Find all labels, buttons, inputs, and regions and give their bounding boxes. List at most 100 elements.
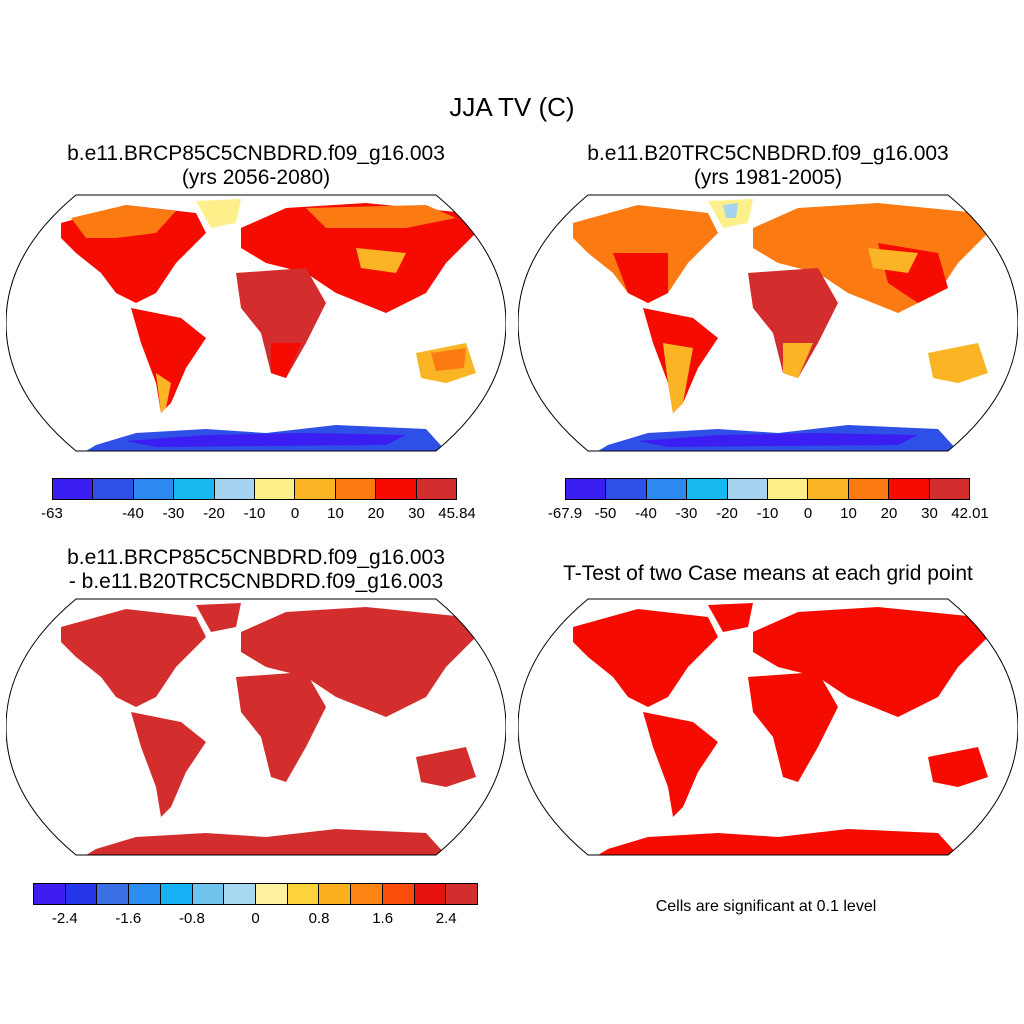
colorbar-swatch bbox=[727, 479, 769, 499]
colorbar-swatch bbox=[416, 479, 457, 499]
colorbar-swatch bbox=[295, 479, 336, 499]
map-border bbox=[6, 194, 506, 452]
colorbar-swatch bbox=[376, 479, 417, 499]
colorbar-tick-label: -10 bbox=[756, 505, 779, 522]
greenland bbox=[708, 603, 753, 632]
colorbar-swatch bbox=[160, 884, 193, 904]
panel4-title: T-Test of two Case means at each grid po… bbox=[518, 562, 1018, 586]
colorbar-swatch bbox=[192, 884, 225, 904]
colorbar-tick-label: -10 bbox=[243, 505, 266, 522]
north-america bbox=[61, 609, 206, 707]
colorbar-swatch bbox=[446, 884, 478, 904]
colorbar-swatch bbox=[255, 479, 296, 499]
map-historical bbox=[518, 194, 1018, 452]
australia bbox=[416, 747, 476, 787]
panel4-title-line1: T-Test of two Case means at each grid po… bbox=[563, 562, 973, 585]
map-ttest bbox=[518, 598, 1018, 856]
colorbar-swatch bbox=[848, 479, 890, 499]
map-rcp85 bbox=[6, 194, 506, 452]
colorbar-difference-labels: -2.4 -1.6 -0.8 0 0.8 1.6 2.4 bbox=[33, 910, 478, 930]
colorbar-swatch bbox=[606, 479, 647, 499]
colorbar-tick-label: 30 bbox=[408, 505, 425, 522]
colorbar-tick-label: -30 bbox=[675, 505, 698, 522]
colorbar-rcp85 bbox=[52, 478, 457, 500]
colorbar-tick-label: 42.01 bbox=[951, 505, 989, 522]
colorbar-tick-label: 1.6 bbox=[372, 910, 394, 927]
colorbar-swatch bbox=[256, 884, 288, 904]
colorbar-swatch bbox=[224, 884, 257, 904]
colorbar-rcp85-labels: -63 -40 -30 -20 -10 0 10 20 30 45.84 bbox=[41, 505, 476, 525]
colorbar-tick-label: -63 bbox=[41, 505, 63, 522]
colorbar-swatch bbox=[414, 884, 447, 904]
colorbar-swatch bbox=[133, 479, 175, 499]
colorbar-swatch bbox=[319, 884, 352, 904]
colorbar-tick-label: -40 bbox=[635, 505, 657, 522]
africa bbox=[236, 672, 326, 782]
colorbar-tick-label: 20 bbox=[367, 505, 385, 522]
panel3-title: b.e11.BRCP85C5CNBDRD.f09_g16.003 - b.e11… bbox=[6, 546, 506, 594]
colorbar-tick-label: 20 bbox=[880, 505, 898, 522]
panel1-title: b.e11.BRCP85C5CNBDRD.f09_g16.003 (yrs 20… bbox=[6, 142, 506, 190]
panel2-title-line2: (yrs 1981-2005) bbox=[693, 166, 843, 189]
colorbar-tick-label: 2.4 bbox=[435, 910, 457, 927]
tibet-region bbox=[356, 248, 406, 273]
panel2-title: b.e11.B20TRC5CNBDRD.f09_g16.003 (yrs 198… bbox=[518, 142, 1018, 190]
figure-title: JJA TV (C) bbox=[449, 92, 575, 122]
colorbar-swatch bbox=[351, 884, 383, 904]
tibet-region bbox=[868, 248, 918, 273]
colorbar-tick-label: -20 bbox=[716, 505, 738, 522]
colorbar-tick-label: -1.6 bbox=[115, 910, 142, 927]
colorbar-tick-label: 0.8 bbox=[308, 910, 330, 927]
colorbar-swatch bbox=[687, 479, 728, 499]
colorbar-swatch bbox=[646, 479, 688, 499]
colorbar-swatch bbox=[97, 884, 130, 904]
panel3-title-line1: b.e11.BRCP85C5CNBDRD.f09_g16.003 bbox=[67, 546, 445, 569]
africa bbox=[748, 268, 838, 378]
map-border bbox=[6, 598, 506, 856]
colorbar-tick-label: -0.8 bbox=[178, 910, 205, 927]
canada-region bbox=[71, 205, 176, 238]
australia-interior bbox=[431, 348, 466, 371]
colorbar-swatch bbox=[65, 884, 98, 904]
colorbar-historical bbox=[565, 478, 970, 500]
southern-africa bbox=[783, 343, 813, 378]
us-region bbox=[613, 253, 668, 303]
north-america bbox=[573, 609, 718, 707]
south-america bbox=[643, 712, 718, 817]
colorbar-difference bbox=[33, 883, 478, 905]
colorbar-swatch bbox=[566, 479, 607, 499]
colorbar-tick-label: 0 bbox=[803, 505, 813, 522]
greenland-interior bbox=[723, 203, 738, 218]
siberia bbox=[306, 205, 456, 228]
colorbar-swatch bbox=[93, 479, 134, 499]
colorbar-swatch bbox=[929, 479, 970, 499]
colorbar-tick-label: -30 bbox=[162, 505, 185, 522]
colorbar-tick-label: -20 bbox=[203, 505, 225, 522]
africa bbox=[748, 672, 838, 782]
antarctica-interior bbox=[638, 433, 918, 447]
colorbar-tick-label: 0 bbox=[251, 910, 260, 927]
colorbar-swatch bbox=[808, 479, 849, 499]
antarctica-region bbox=[598, 829, 958, 855]
patagonia bbox=[156, 373, 171, 413]
colorbar-swatch bbox=[34, 884, 66, 904]
south-america bbox=[131, 712, 206, 817]
colorbar-swatch bbox=[53, 479, 94, 499]
eurasia bbox=[241, 607, 476, 717]
colorbar-tick-label: -2.4 bbox=[51, 910, 78, 927]
antarctica-region bbox=[86, 829, 446, 855]
colorbar-swatch bbox=[129, 884, 161, 904]
africa bbox=[236, 268, 326, 378]
colorbar-tick-label: -50 bbox=[594, 505, 617, 522]
colorbar-swatch bbox=[768, 479, 809, 499]
panel1-title-line1: b.e11.BRCP85C5CNBDRD.f09_g16.003 bbox=[67, 142, 445, 165]
colorbar-swatch bbox=[174, 479, 215, 499]
australia bbox=[928, 343, 988, 383]
antarctica-interior bbox=[126, 433, 406, 447]
colorbar-swatch bbox=[889, 479, 930, 499]
colorbar-tick-label: -67.9 bbox=[547, 505, 583, 522]
colorbar-tick-label: -40 bbox=[122, 505, 144, 522]
map-difference bbox=[6, 598, 506, 856]
colorbar-swatch bbox=[382, 884, 415, 904]
colorbar-historical-labels: -67.9 -50 -40 -30 -20 -10 0 10 20 30 42.01 bbox=[548, 505, 989, 525]
